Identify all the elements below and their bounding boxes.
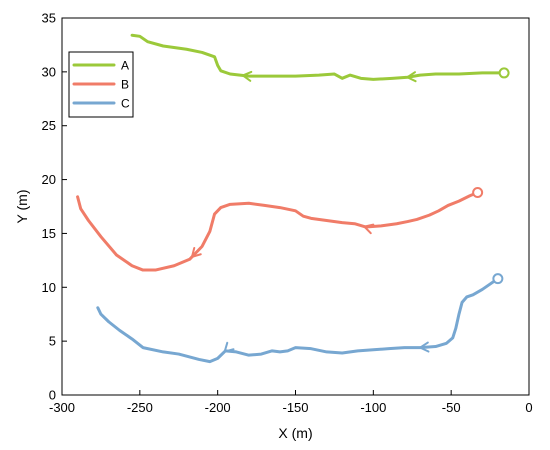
x-axis-label: X (m): [278, 425, 312, 441]
legend-label-c: C: [121, 97, 130, 111]
y-tick-label: 25: [42, 118, 56, 133]
y-tick-label: 20: [42, 172, 56, 187]
series-layer: [76, 33, 510, 364]
y-tick-label: 30: [42, 64, 56, 79]
direction-arrow-a: [406, 71, 417, 83]
axis-layer: -300 -250 -200 -150 -100 -50 0 0 5 10 15 20 25 30 35: [42, 11, 533, 416]
direction-arrow-b: [363, 223, 375, 235]
x-tick-label: 0: [525, 400, 532, 415]
direction-arrow-b: [190, 247, 202, 258]
start-marker-a: [498, 67, 510, 79]
x-tick-label: -150: [282, 400, 308, 415]
direction-arrow-c: [223, 341, 235, 353]
y-tick-label: 0: [49, 388, 56, 403]
x-tick-label: -250: [127, 400, 153, 415]
legend-label-a: A: [121, 59, 129, 73]
x-tick-label: -50: [442, 400, 461, 415]
x-tick-label: -100: [360, 400, 386, 415]
start-marker-b: [472, 186, 484, 198]
direction-arrow-a: [241, 70, 253, 82]
x-tick-label: -200: [205, 400, 231, 415]
series-line-a: [130, 33, 506, 81]
legend: ABC: [68, 51, 134, 118]
x-tick-label: -300: [49, 400, 75, 415]
legend-label-b: B: [121, 78, 129, 92]
y-tick-label: 15: [42, 226, 56, 241]
y-tick-label: 5: [49, 334, 56, 349]
y-tick-label: 35: [42, 11, 56, 26]
series-line-b: [76, 190, 480, 272]
y-tick-label: 10: [42, 280, 56, 295]
direction-arrow-c: [419, 341, 430, 353]
series-line-c: [96, 277, 500, 364]
y-axis-label: Y (m): [14, 190, 30, 224]
start-marker-c: [492, 273, 504, 285]
